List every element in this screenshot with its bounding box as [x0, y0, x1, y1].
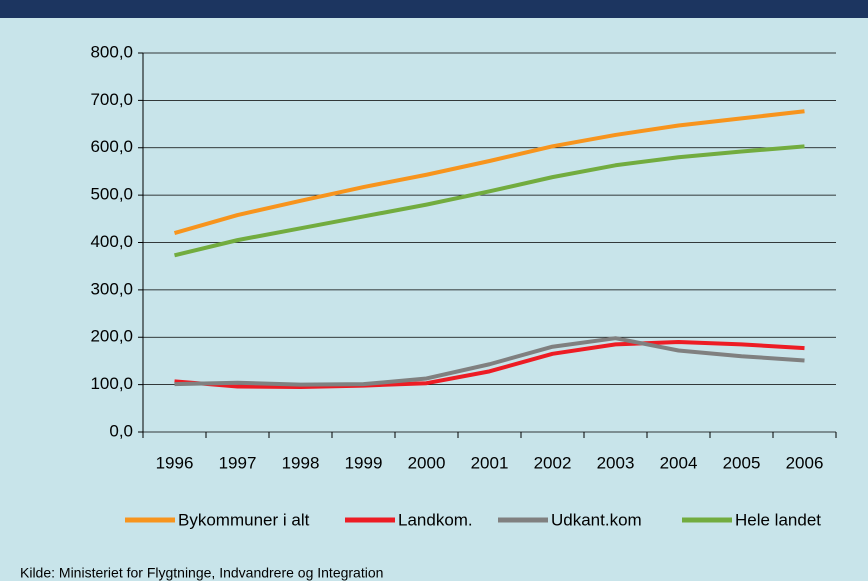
line-series	[173, 109, 805, 235]
y-tick-label: 600,0	[90, 137, 133, 156]
x-tick-label: 1998	[282, 453, 320, 472]
x-tick-label: 2006	[786, 453, 824, 472]
y-tick-label: 800,0	[90, 42, 133, 61]
legend-label: Landkom.	[398, 510, 473, 529]
y-tick-label: 0,0	[109, 421, 133, 440]
x-tick-label: 2002	[534, 453, 572, 472]
x-tick-label: 2000	[408, 453, 446, 472]
x-tick-label: 1999	[345, 453, 383, 472]
line-series	[174, 339, 805, 389]
legend-label: Bykommuner i alt	[178, 510, 310, 529]
x-tick-label: 1996	[156, 453, 194, 472]
title-bar	[0, 0, 868, 18]
x-tick-label: 2004	[660, 453, 698, 472]
legend-label: Hele landet	[735, 510, 821, 529]
y-tick-label: 500,0	[90, 185, 133, 204]
y-tick-label: 700,0	[90, 90, 133, 109]
y-tick-label: 200,0	[90, 327, 133, 346]
x-tick-label: 2005	[723, 453, 761, 472]
legend-label: Udkant.kom	[551, 510, 642, 529]
x-tick-label: 2003	[597, 453, 635, 472]
line-series	[174, 144, 805, 258]
x-tick-label: 2001	[471, 453, 509, 472]
y-tick-label: 100,0	[90, 374, 133, 393]
x-tick-label: 1997	[219, 453, 257, 472]
y-tick-label: 400,0	[90, 232, 133, 251]
y-tick-label: 300,0	[90, 279, 133, 298]
source: Kilde: Ministeriet for Flygtninge, Indva…	[20, 565, 383, 581]
line-series	[174, 336, 805, 387]
